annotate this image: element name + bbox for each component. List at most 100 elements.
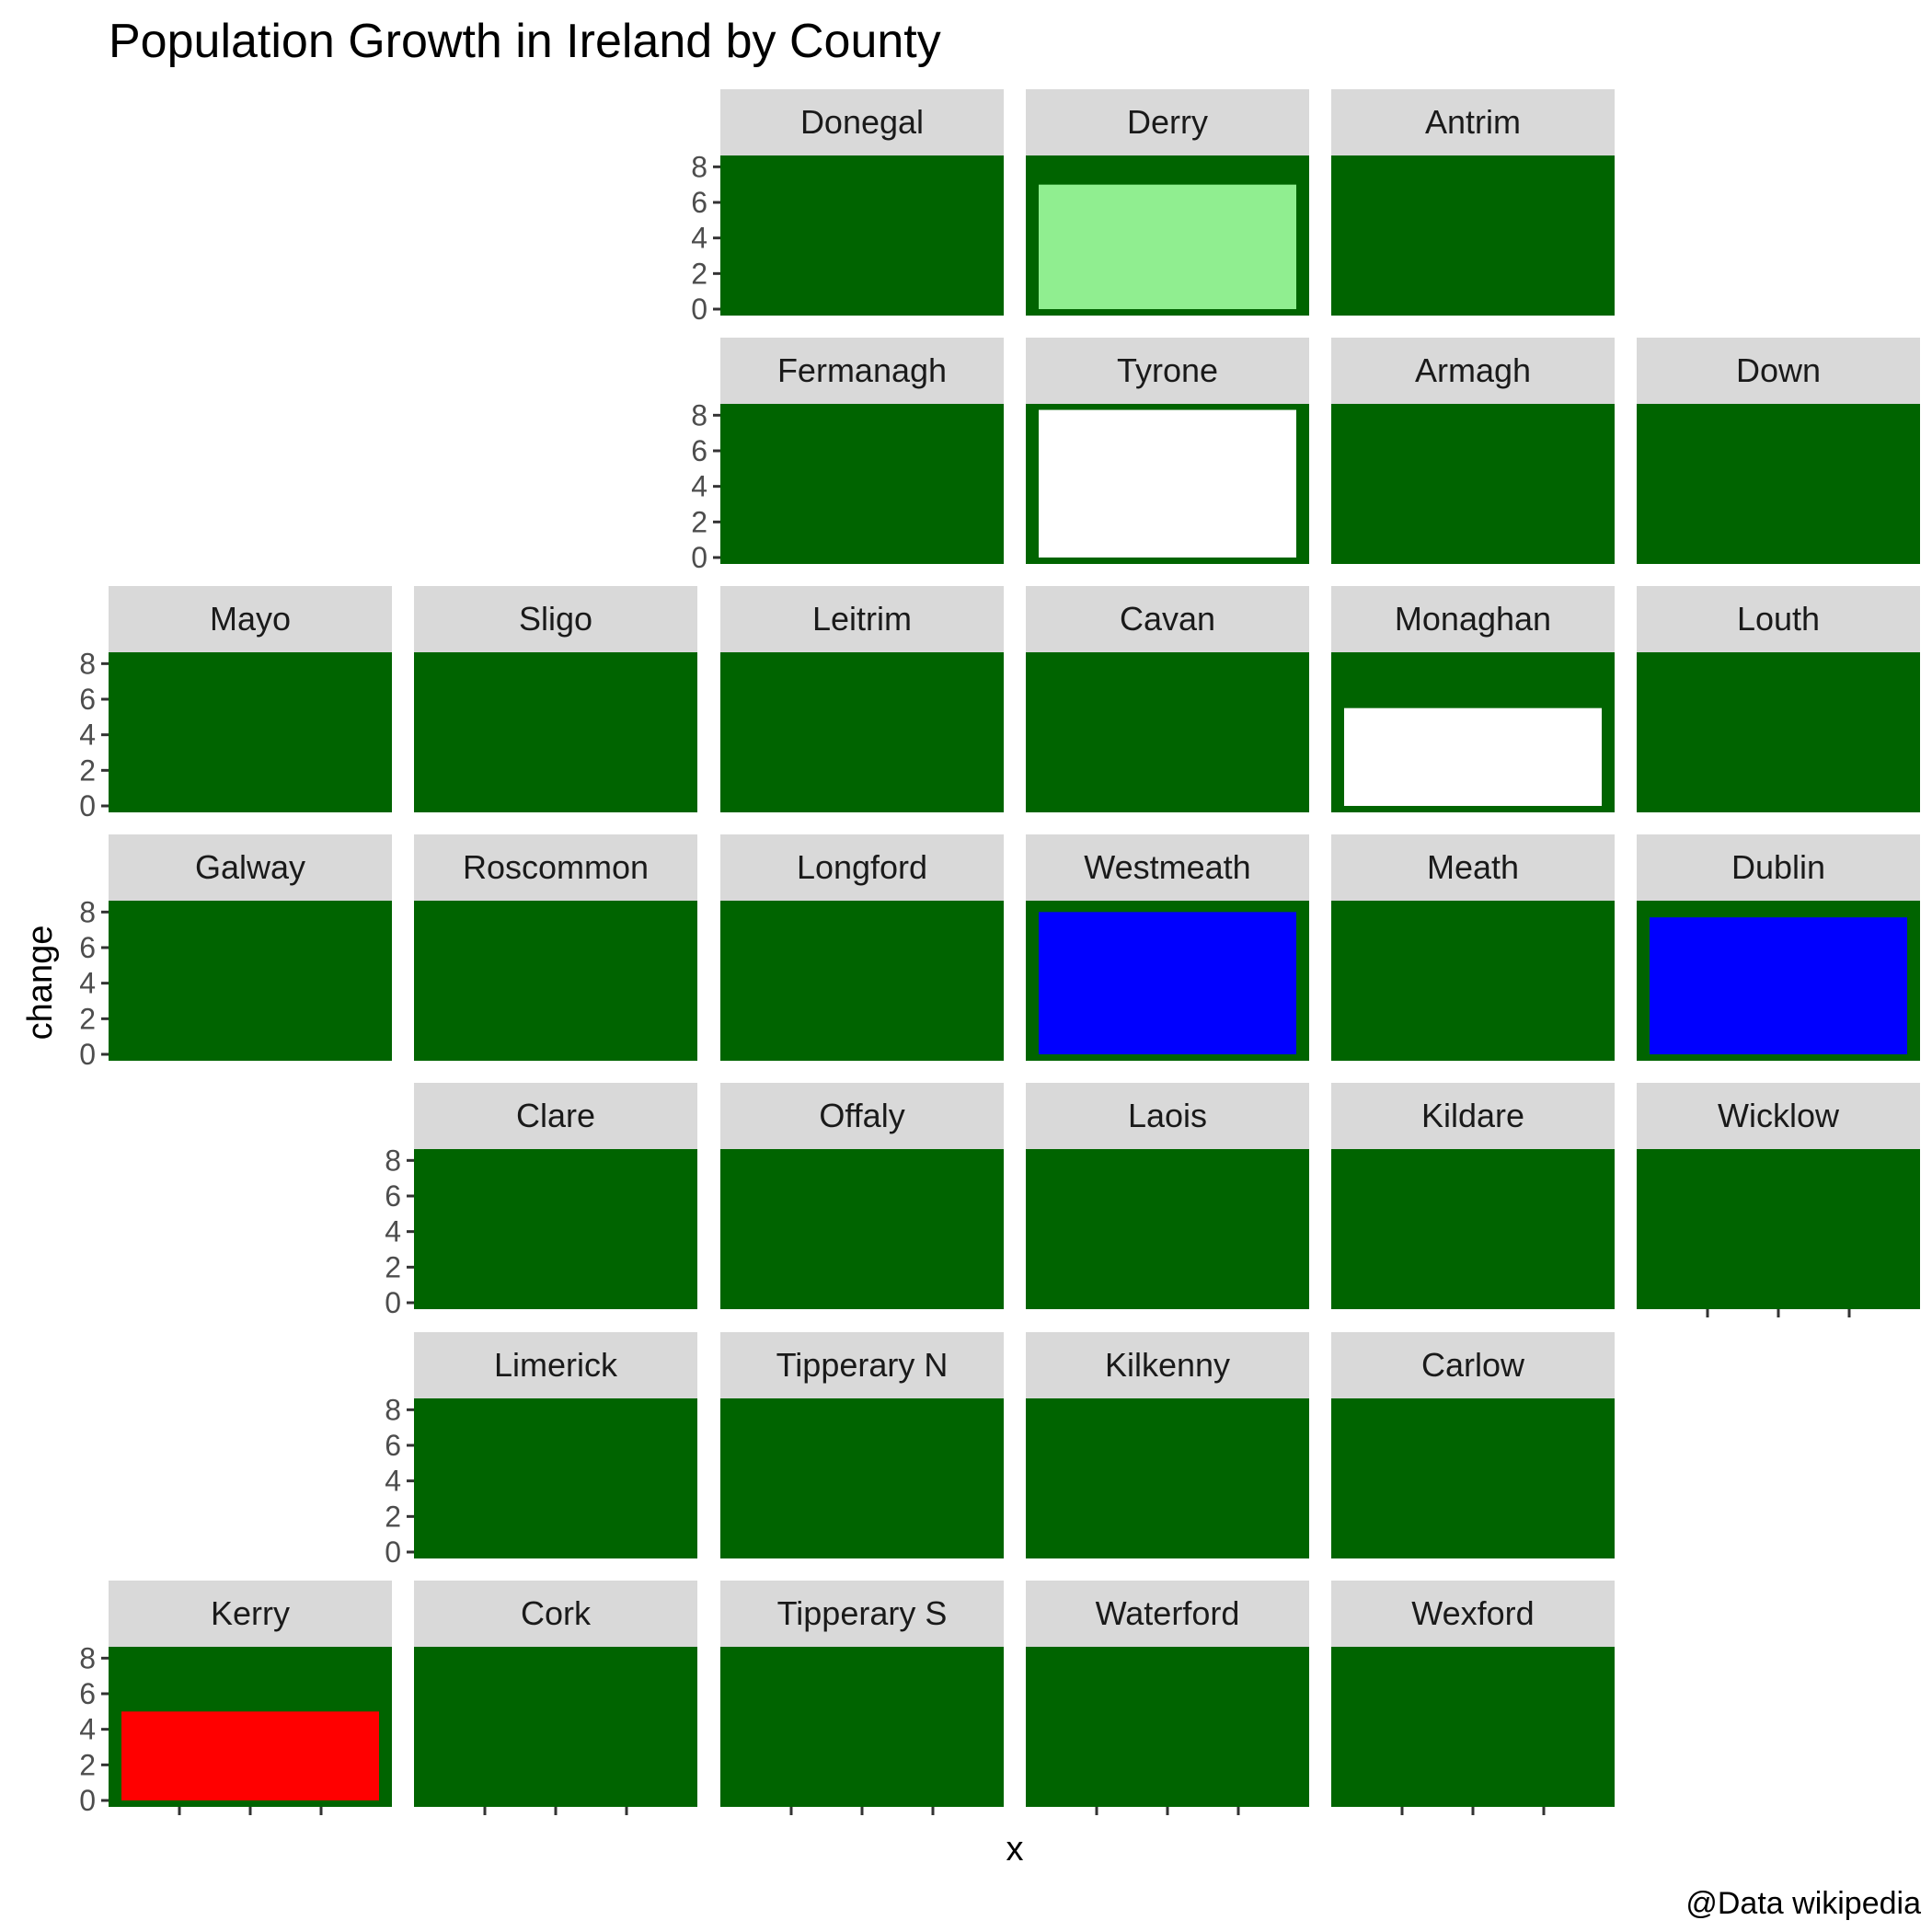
facet-label: Fermanagh	[777, 351, 947, 389]
y-tick-label: 6	[79, 931, 96, 964]
facet-label: Derry	[1127, 103, 1208, 141]
facet-label: Offaly	[819, 1097, 904, 1134]
panel-background	[1331, 1149, 1615, 1309]
y-axis-title: change	[21, 926, 60, 1041]
facet-label: Roscommon	[463, 848, 649, 886]
facet-strip	[414, 1581, 697, 1647]
facet-strip	[109, 1581, 392, 1647]
facet-strip	[1026, 1581, 1309, 1647]
facet-strip	[720, 1332, 1004, 1398]
panel-background	[1331, 1398, 1615, 1558]
facet-kilkenny: Kilkenny	[1026, 1332, 1309, 1558]
y-tick-label: 0	[79, 1038, 96, 1071]
facet-label: Westmeath	[1084, 848, 1250, 886]
facet-label: Tipperary S	[777, 1594, 948, 1632]
facet-strip	[720, 89, 1004, 155]
y-tick-label: 8	[79, 895, 96, 928]
panel-background	[109, 901, 392, 1061]
bar-derry	[1039, 184, 1296, 309]
facet-meath: Meath	[1331, 834, 1615, 1061]
y-tick-label: 8	[385, 1144, 401, 1177]
facet-strip	[1331, 1332, 1615, 1398]
facet-carlow: Carlow	[1331, 1332, 1615, 1558]
y-tick-label: 0	[691, 541, 707, 574]
y-tick-label: 2	[691, 505, 707, 538]
y-tick-label: 0	[385, 1535, 401, 1569]
y-tick-label: 2	[385, 1500, 401, 1533]
y-tick-label: 4	[385, 1215, 401, 1248]
facet-label: Tyrone	[1117, 351, 1218, 389]
panel-background	[1331, 1647, 1615, 1807]
y-tick-label: 6	[691, 434, 707, 467]
facet-strip	[1026, 1083, 1309, 1149]
facet-label: Armagh	[1415, 351, 1531, 389]
facet-label: Kerry	[211, 1594, 290, 1632]
y-tick-label: 2	[385, 1250, 401, 1283]
panel-background	[720, 901, 1004, 1061]
facet-cork: Cork	[414, 1581, 697, 1815]
facet-label: Kildare	[1421, 1097, 1524, 1134]
panel-background	[720, 404, 1004, 564]
facet-strip	[720, 1083, 1004, 1149]
facet-strip	[1331, 834, 1615, 901]
facet-roscommon: Roscommon	[414, 834, 697, 1061]
facet-wicklow: Wicklow	[1637, 1083, 1920, 1317]
y-tick-label: 2	[79, 1002, 96, 1035]
panel-background	[414, 901, 697, 1061]
panel-background	[1026, 1149, 1309, 1309]
facet-strip	[1637, 834, 1920, 901]
caption: @Data wikipedia	[1685, 1886, 1921, 1921]
y-tick-label: 2	[79, 753, 96, 787]
facet-longford: Longford	[720, 834, 1004, 1061]
y-tick-label: 6	[385, 1179, 401, 1213]
y-tick-label: 8	[691, 398, 707, 431]
panel-background	[1026, 652, 1309, 812]
facet-strip	[109, 586, 392, 652]
y-tick-label: 8	[691, 150, 707, 183]
facet-label: Cork	[521, 1594, 592, 1632]
facet-strip	[109, 834, 392, 901]
y-tick-label: 6	[385, 1429, 401, 1462]
facet-strip	[1331, 89, 1615, 155]
y-tick-label: 8	[79, 647, 96, 680]
facet-strip	[1026, 834, 1309, 901]
facet-label: Donegal	[800, 103, 924, 141]
bar-kerry	[121, 1711, 379, 1800]
facet-strip	[720, 1581, 1004, 1647]
facet-label: Tipperary N	[776, 1346, 949, 1384]
facet-tyrone: Tyrone	[1026, 338, 1309, 564]
facet-label: Kilkenny	[1105, 1346, 1230, 1384]
y-tick-label: 0	[79, 1784, 96, 1817]
facet-strip	[1026, 1332, 1309, 1398]
panel-background	[1637, 652, 1920, 812]
facet-offaly: Offaly	[720, 1083, 1004, 1309]
facet-label: Galway	[195, 848, 305, 886]
bar-dublin	[1650, 917, 1907, 1054]
y-tick-label: 4	[385, 1465, 401, 1498]
y-tick-label: 2	[79, 1748, 96, 1781]
y-tick-label: 8	[385, 1393, 401, 1426]
facet-tipperary-s: Tipperary S	[720, 1581, 1004, 1815]
panel-background	[414, 1647, 697, 1807]
panel-background	[414, 1398, 697, 1558]
facet-strip	[1331, 1581, 1615, 1647]
facet-leitrim: Leitrim	[720, 586, 1004, 812]
facet-label: Dublin	[1731, 848, 1825, 886]
y-tick-label: 8	[79, 1641, 96, 1674]
facet-label: Cavan	[1120, 600, 1215, 638]
facet-strip	[720, 586, 1004, 652]
facet-strip	[1331, 586, 1615, 652]
facet-down: Down	[1637, 338, 1920, 564]
facet-label: Leitrim	[812, 600, 912, 638]
x-axis-title: x	[1006, 1830, 1024, 1869]
facet-strip	[1331, 338, 1615, 404]
facet-monaghan: Monaghan	[1331, 586, 1615, 812]
